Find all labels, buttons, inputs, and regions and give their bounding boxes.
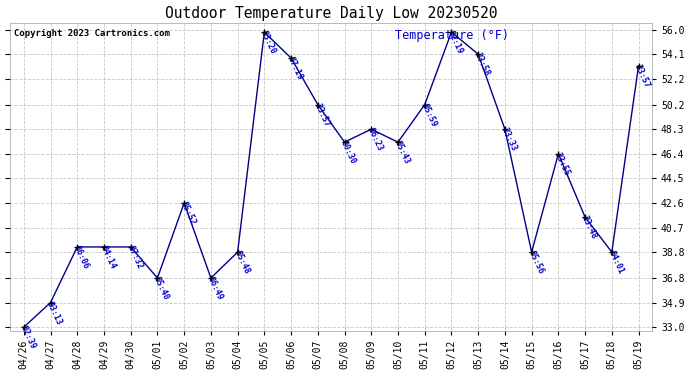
Text: 23:58: 23:58 bbox=[473, 51, 491, 78]
Text: 07:32: 07:32 bbox=[126, 244, 144, 271]
Text: 06:49: 06:49 bbox=[206, 275, 224, 302]
Text: 06:23: 06:23 bbox=[366, 126, 384, 153]
Text: 06:06: 06:06 bbox=[72, 244, 90, 271]
Text: 23:48: 23:48 bbox=[580, 214, 598, 241]
Text: 07:19: 07:19 bbox=[286, 55, 304, 82]
Title: Outdoor Temperature Daily Low 20230520: Outdoor Temperature Daily Low 20230520 bbox=[165, 6, 497, 21]
Text: 05:56: 05:56 bbox=[526, 249, 545, 276]
Text: Copyright 2023 Cartronics.com: Copyright 2023 Cartronics.com bbox=[14, 29, 170, 38]
Text: 00:30: 00:30 bbox=[339, 140, 358, 166]
Text: 04:14: 04:14 bbox=[99, 244, 117, 271]
Text: 02:19: 02:19 bbox=[446, 29, 465, 56]
Text: 23:57: 23:57 bbox=[633, 63, 652, 90]
Text: 05:59: 05:59 bbox=[420, 102, 438, 128]
Text: 05:40: 05:40 bbox=[152, 275, 170, 302]
Text: 05:48: 05:48 bbox=[233, 249, 251, 276]
Text: 03:20: 03:20 bbox=[259, 29, 277, 56]
Text: Temperature (°F): Temperature (°F) bbox=[395, 29, 509, 42]
Text: 03:13: 03:13 bbox=[45, 300, 64, 326]
Text: 23:33: 23:33 bbox=[500, 126, 518, 153]
Text: 23:57: 23:57 bbox=[313, 102, 331, 128]
Text: 02:39: 02:39 bbox=[19, 324, 37, 351]
Text: 23:55: 23:55 bbox=[553, 151, 572, 177]
Text: 05:52: 05:52 bbox=[179, 200, 197, 226]
Text: 04:01: 04:01 bbox=[607, 249, 625, 276]
Text: 05:43: 05:43 bbox=[393, 140, 411, 166]
